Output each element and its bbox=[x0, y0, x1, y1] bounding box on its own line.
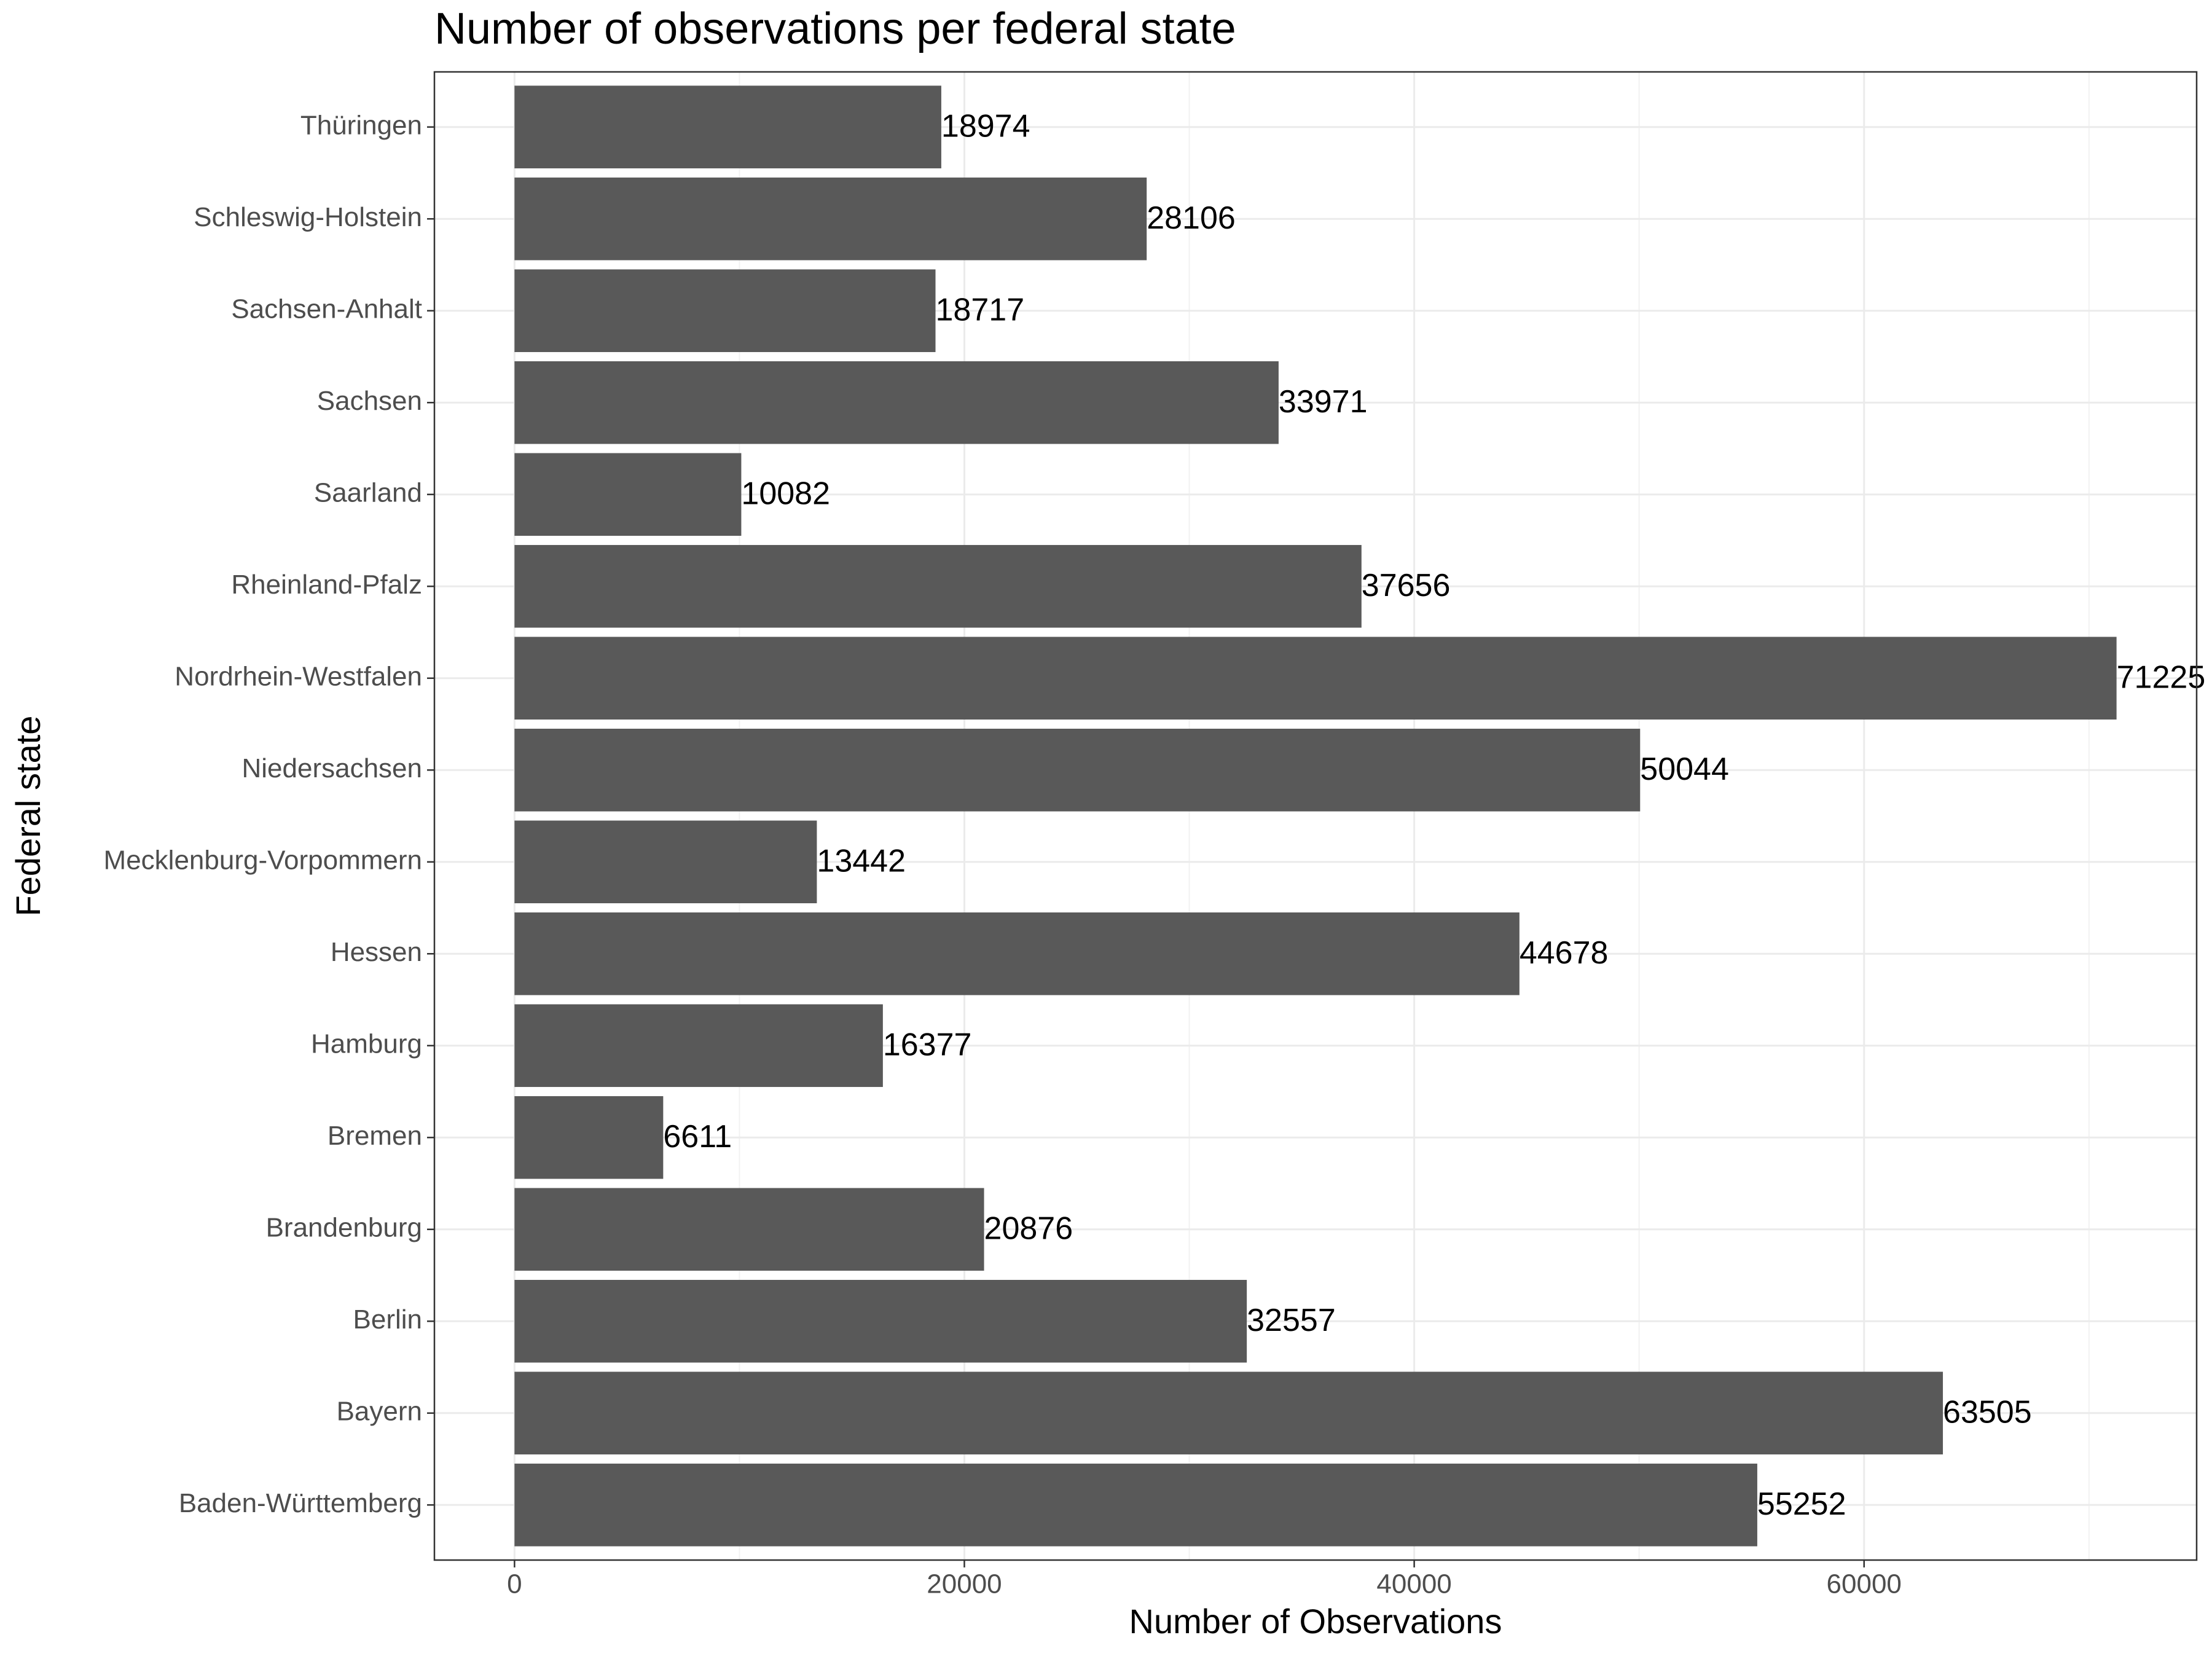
y-tick-label: Baden-Württemberg bbox=[179, 1488, 422, 1518]
bar bbox=[514, 177, 1147, 261]
value-label: 50044 bbox=[1640, 751, 1729, 787]
y-tick-label: Berlin bbox=[353, 1304, 423, 1335]
value-label: 28106 bbox=[1147, 200, 1236, 236]
bar bbox=[514, 1280, 1247, 1363]
x-tick-label: 40000 bbox=[1376, 1569, 1451, 1599]
y-tick-label: Saarland bbox=[314, 477, 422, 508]
value-label: 63505 bbox=[1943, 1395, 2032, 1430]
value-label: 16377 bbox=[883, 1027, 972, 1062]
value-label: 10082 bbox=[741, 476, 830, 511]
value-label: 44678 bbox=[1520, 935, 1609, 971]
y-tick-label: Schleswig-Holstein bbox=[194, 202, 422, 232]
bar bbox=[514, 1188, 984, 1271]
y-tick-label: Bayern bbox=[337, 1396, 422, 1426]
bar bbox=[514, 1004, 883, 1088]
value-label: 32557 bbox=[1247, 1303, 1336, 1338]
value-label: 33971 bbox=[1279, 384, 1368, 420]
y-tick-label: Niedersachsen bbox=[242, 753, 423, 783]
x-tick-label: 20000 bbox=[927, 1569, 1002, 1599]
bar bbox=[514, 453, 742, 536]
y-tick-label: Thüringen bbox=[300, 110, 422, 140]
value-label: 20876 bbox=[984, 1211, 1073, 1247]
x-tick-label: 0 bbox=[507, 1569, 522, 1599]
value-label: 37656 bbox=[1362, 568, 1451, 603]
chart-title: Number of observations per federal state bbox=[434, 4, 1236, 53]
y-tick-label: Mecklenburg-Vorpommern bbox=[104, 845, 422, 875]
y-tick-label: Brandenburg bbox=[266, 1212, 422, 1242]
x-axis-title: Number of Observations bbox=[1129, 1602, 1502, 1641]
bar bbox=[514, 544, 1362, 628]
bar bbox=[514, 820, 817, 904]
y-tick-label: Rheinland-Pfalz bbox=[231, 570, 422, 600]
y-tick-label: Sachsen-Anhalt bbox=[231, 294, 422, 324]
bar bbox=[514, 1464, 1757, 1547]
y-tick-label: Bremen bbox=[327, 1121, 422, 1151]
y-tick-label: Hessen bbox=[331, 937, 422, 967]
y-tick-label: Nordrhein-Westfalen bbox=[175, 661, 422, 691]
panel-border bbox=[433, 71, 2198, 1561]
value-label: 6611 bbox=[663, 1119, 732, 1155]
bar bbox=[514, 912, 1520, 995]
bar bbox=[514, 637, 2117, 720]
y-axis-title: Federal state bbox=[9, 716, 47, 917]
value-label: 18974 bbox=[941, 108, 1030, 144]
y-tick-label: Hamburg bbox=[311, 1029, 422, 1059]
x-tick-label: 60000 bbox=[1827, 1569, 1902, 1599]
y-tick-label: Sachsen bbox=[317, 386, 422, 416]
bar bbox=[514, 1371, 1943, 1455]
bar bbox=[514, 361, 1279, 444]
bar bbox=[514, 1096, 664, 1179]
value-label: 13442 bbox=[817, 843, 906, 879]
bar bbox=[514, 85, 941, 168]
value-label: 18717 bbox=[936, 292, 1025, 327]
value-label: 55252 bbox=[1757, 1486, 1846, 1522]
bar bbox=[514, 728, 1641, 812]
bar bbox=[514, 269, 936, 352]
value-label: 71225 bbox=[2117, 659, 2206, 695]
